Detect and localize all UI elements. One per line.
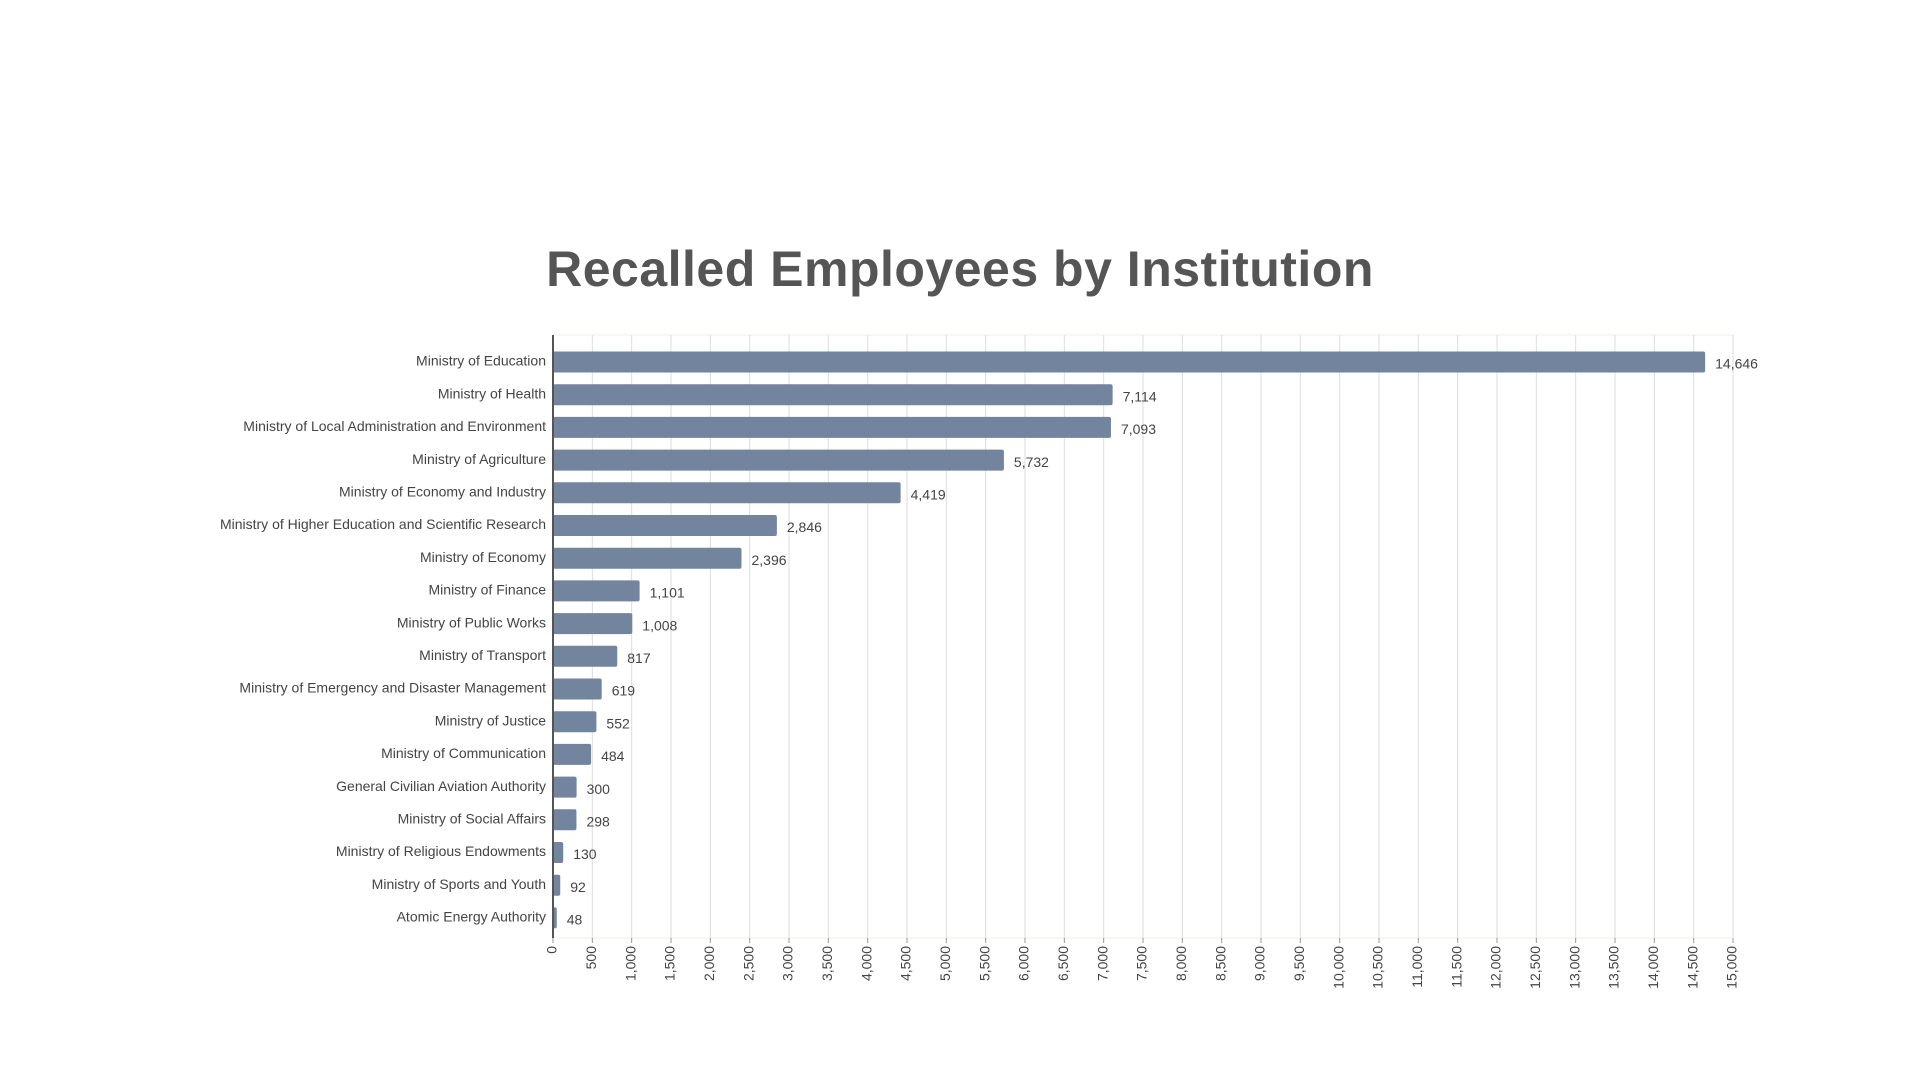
bar [553,711,597,733]
value-label: 2,846 [787,519,822,535]
value-label: 298 [586,814,610,830]
category-label: Ministry of Agriculture [412,451,546,467]
x-tick-label: 14,500 [1684,946,1700,989]
x-tick-label: 3,500 [819,946,835,981]
bar [553,482,901,504]
bar [553,613,633,635]
category-label: Ministry of Finance [429,582,547,598]
bar [553,384,1113,406]
value-label: 14,646 [1715,356,1758,372]
x-tick-label: 7,500 [1134,946,1150,981]
x-tick-label: 14,000 [1645,946,1661,989]
value-label: 7,114 [1123,388,1157,404]
value-label: 817 [627,650,651,666]
x-tick-label: 11,000 [1409,946,1425,988]
x-tick-label: 3,000 [780,946,796,981]
x-tick-label: 8,000 [1173,946,1189,981]
x-tick-label: 10,500 [1370,946,1386,989]
value-label: 552 [606,715,630,731]
category-label: Ministry of Religious Endowments [336,843,546,859]
value-label: 92 [570,879,586,895]
bar [553,678,602,700]
x-tick-label: 4,000 [858,946,874,981]
x-tick-label: 9,000 [1252,946,1268,981]
category-label: Ministry of Justice [435,712,546,728]
category-label: Ministry of Communication [381,745,546,761]
category-label: Atomic Energy Authority [397,909,546,925]
value-label: 7,093 [1121,421,1156,437]
bar [553,449,1004,471]
x-tick-label: 12,000 [1488,946,1504,989]
value-label: 1,101 [650,585,685,601]
value-label: 300 [587,781,611,797]
value-label: 1,008 [642,617,677,633]
category-label: Ministry of Economy and Industry [339,484,546,500]
bar [553,416,1111,438]
value-label: 5,732 [1014,454,1049,470]
value-label: 130 [573,846,597,862]
x-tick-label: 10,000 [1330,946,1346,989]
bar [553,874,561,896]
x-tick-label: 0 [544,946,560,954]
bar [553,580,640,602]
category-label: Ministry of Emergency and Disaster Manag… [239,680,546,696]
x-tick-label: 5,500 [976,946,992,981]
bar [553,743,592,765]
bar [553,547,742,569]
category-label: Ministry of Transport [419,647,546,663]
bar [553,645,618,667]
x-tick-label: 9,500 [1291,946,1307,981]
x-tick-label: 4,500 [898,946,914,981]
x-tick-label: 6,500 [1055,946,1071,981]
bar [553,515,777,536]
category-label: General Civilian Aviation Authority [336,778,546,794]
x-tick-label: 13,500 [1606,946,1622,989]
x-tick-label: 2,000 [701,946,717,981]
x-tick-label: 8,500 [1212,946,1228,981]
x-tick-label: 6,000 [1016,946,1032,981]
x-tick-label: 13,000 [1566,946,1582,989]
category-label: Ministry of Health [438,385,546,401]
category-label: Ministry of Social Affairs [398,811,546,827]
value-label: 619 [612,683,636,699]
category-label: Ministry of Education [416,353,546,369]
bar [553,809,577,831]
x-tick-label: 500 [583,946,599,970]
value-label: 484 [601,748,625,764]
value-label: 4,419 [911,487,946,503]
value-label: 2,396 [751,552,786,568]
value-label: 48 [567,912,583,928]
x-tick-label: 2,500 [740,946,756,981]
bar [553,776,577,798]
category-label: Ministry of Local Administration and Env… [243,418,546,434]
category-label: Ministry of Economy [420,549,546,565]
x-tick-label: 5,000 [937,946,953,981]
category-label: Ministry of Public Works [397,614,546,630]
bar [553,351,1706,373]
x-tick-label: 1,000 [622,946,638,981]
x-tick-label: 11,500 [1448,946,1464,988]
x-tick-label: 1,500 [662,946,678,981]
x-tick-label: 12,500 [1527,946,1543,989]
bar [553,842,564,863]
category-label: Ministry of Higher Education and Scienti… [220,516,546,532]
chart-title: Recalled Employees by Institution [546,241,1374,297]
category-label: Ministry of Sports and Youth [372,876,546,892]
x-tick-label: 7,000 [1094,946,1110,981]
x-tick-label: 15,000 [1724,946,1740,989]
